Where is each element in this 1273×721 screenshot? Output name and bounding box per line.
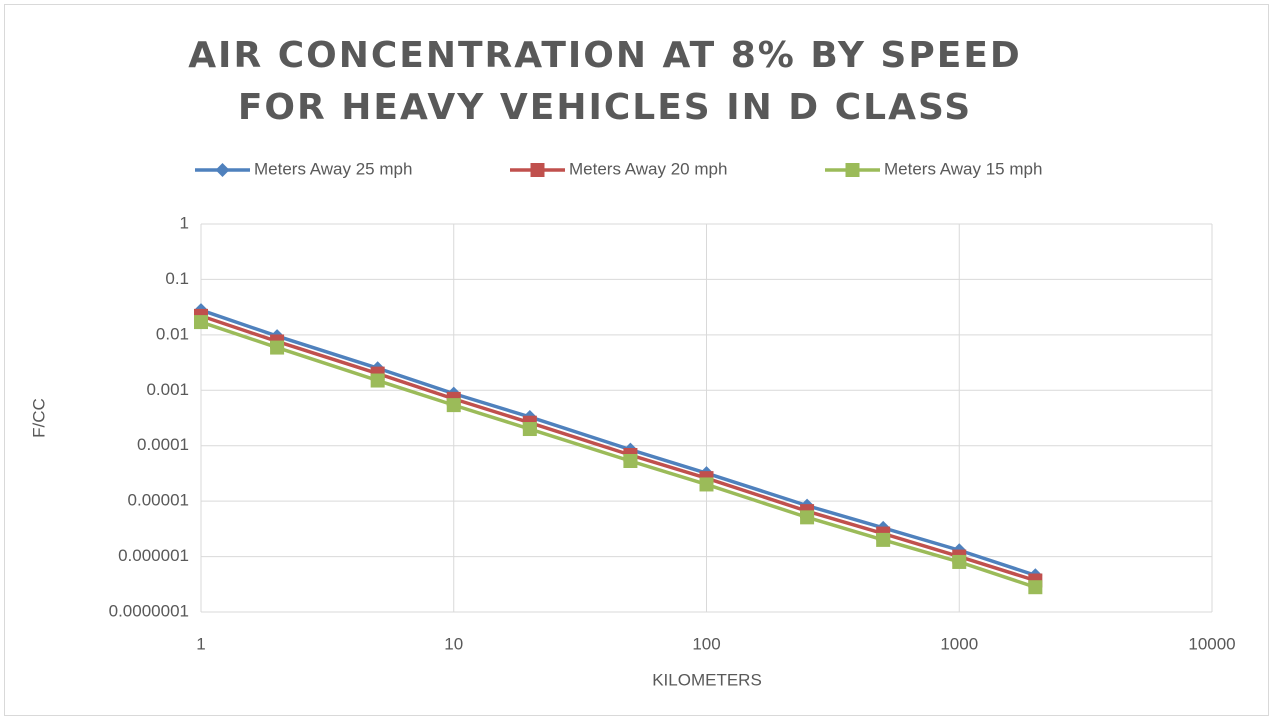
y-tick-label: 0.1 (165, 269, 189, 288)
y-tick-label: 0.00001 (128, 491, 189, 510)
legend-marker (215, 163, 230, 177)
y-tick-label: 0.001 (146, 380, 189, 399)
legend-label: Meters Away 20 mph (569, 159, 727, 178)
data-point (370, 373, 385, 388)
data-point (194, 315, 208, 330)
legend-label: Meters Away 15 mph (884, 159, 1042, 178)
chart-border (4, 4, 1269, 716)
legend-marker (845, 163, 860, 177)
chart-title: AIR CONCENTRATION AT 8% BY SPEED FOR HEA… (188, 35, 1022, 128)
data-point (1028, 580, 1043, 595)
x-tick-label: 1 (196, 634, 205, 653)
y-tick-label: 0.000001 (118, 546, 189, 565)
x-tick-label: 100 (692, 634, 720, 653)
data-point (446, 398, 461, 413)
y-tick-label: 1 (180, 213, 189, 232)
data-point (522, 422, 537, 437)
x-axis-title: KILOMETERS (652, 670, 762, 689)
data-point (270, 340, 285, 355)
y-tick-label: 0.0000001 (109, 601, 189, 620)
x-tick-label: 1000 (940, 634, 978, 653)
x-tick-label: 10000 (1188, 634, 1235, 653)
legend-label: Meters Away 25 mph (254, 159, 412, 178)
data-point (876, 532, 891, 547)
data-point (800, 510, 815, 525)
y-tick-label: 0.01 (156, 324, 189, 343)
x-tick-label: 10 (444, 634, 463, 653)
data-point (623, 453, 638, 468)
legend-marker (530, 163, 545, 177)
data-point (952, 554, 967, 569)
y-axis-title: F/CC (29, 398, 48, 438)
data-point (699, 477, 714, 492)
y-tick-label: 0.0001 (137, 435, 189, 454)
